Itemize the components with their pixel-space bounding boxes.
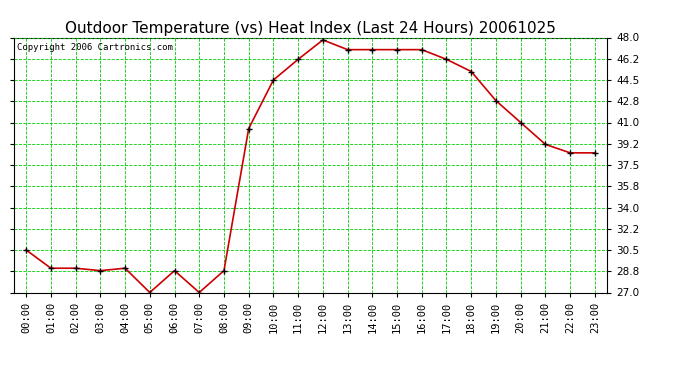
Text: Copyright 2006 Cartronics.com: Copyright 2006 Cartronics.com [17, 43, 172, 52]
Title: Outdoor Temperature (vs) Heat Index (Last 24 Hours) 20061025: Outdoor Temperature (vs) Heat Index (Las… [65, 21, 556, 36]
